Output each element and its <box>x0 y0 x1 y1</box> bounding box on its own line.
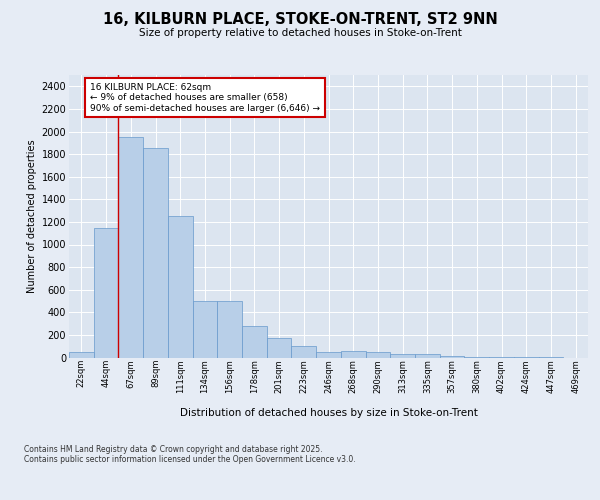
Y-axis label: Number of detached properties: Number of detached properties <box>28 140 37 293</box>
Bar <box>217 301 242 358</box>
Bar <box>69 352 94 358</box>
Text: 16 KILBURN PLACE: 62sqm
← 9% of detached houses are smaller (658)
90% of semi-de: 16 KILBURN PLACE: 62sqm ← 9% of detached… <box>90 83 320 112</box>
Bar <box>242 326 267 358</box>
Text: Distribution of detached houses by size in Stoke-on-Trent: Distribution of detached houses by size … <box>180 408 478 418</box>
Text: Contains HM Land Registry data © Crown copyright and database right 2025.
Contai: Contains HM Land Registry data © Crown c… <box>24 445 356 464</box>
Bar <box>464 357 489 358</box>
Bar <box>168 216 193 358</box>
Bar <box>415 354 440 358</box>
Bar <box>365 352 390 358</box>
Bar <box>94 228 118 358</box>
Text: Size of property relative to detached houses in Stoke-on-Trent: Size of property relative to detached ho… <box>139 28 461 38</box>
Bar <box>440 356 464 358</box>
Bar <box>267 338 292 357</box>
Bar <box>341 352 365 358</box>
Bar <box>292 346 316 358</box>
Bar <box>390 354 415 358</box>
Bar <box>193 301 217 358</box>
Bar <box>143 148 168 358</box>
Text: 16, KILBURN PLACE, STOKE-ON-TRENT, ST2 9NN: 16, KILBURN PLACE, STOKE-ON-TRENT, ST2 9… <box>103 12 497 28</box>
Bar <box>118 137 143 358</box>
Bar <box>316 352 341 358</box>
